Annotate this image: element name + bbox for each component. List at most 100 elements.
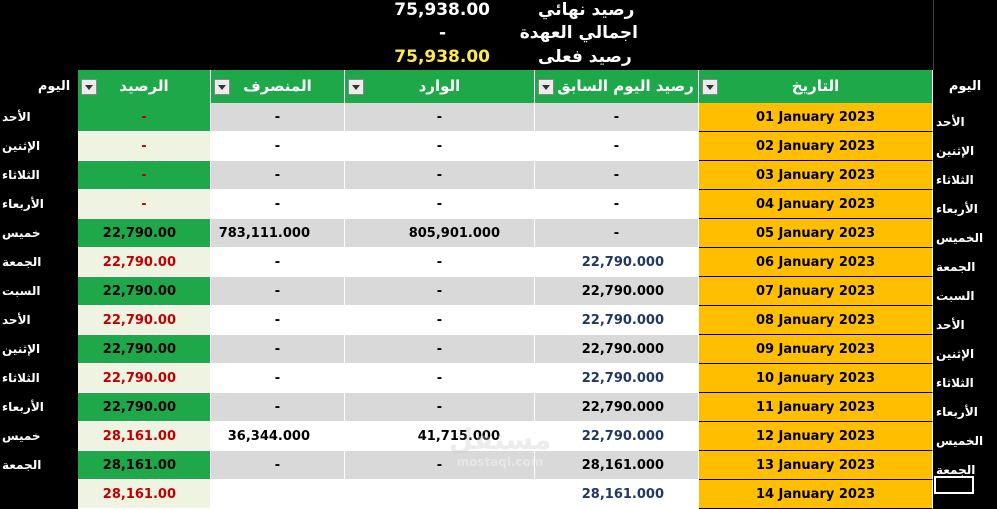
balance-cell[interactable]: 28,161.00 (78, 480, 211, 509)
date-cell[interactable]: 13 January 2023 (699, 451, 933, 480)
balance-cell[interactable]: 22,790.00 (78, 364, 211, 393)
prev-balance-cell[interactable]: 22,790.000 (535, 277, 699, 306)
balance-cell[interactable]: - (78, 132, 211, 161)
table-header-row: اليوم الرصيد المنصرف الوارد رصيد اليوم ا… (0, 70, 997, 103)
prev-balance-cell[interactable]: - (535, 132, 699, 161)
header-incoming-label: الوارد (418, 77, 461, 95)
incoming-cell[interactable]: - (345, 103, 535, 132)
day-name-right: الأحد (933, 306, 997, 335)
prev-balance-cell[interactable]: 22,790.000 (535, 306, 699, 335)
balance-cell[interactable]: - (78, 161, 211, 190)
expense-cell[interactable]: - (211, 248, 345, 277)
expense-cell[interactable]: - (211, 335, 345, 364)
incoming-cell[interactable]: - (345, 393, 535, 422)
date-cell[interactable]: 06 January 2023 (699, 248, 933, 277)
table-row: الثلاثاء 22,790.00- -22,790.000 10 January … (0, 364, 997, 393)
expense-cell[interactable]: - (211, 393, 345, 422)
incoming-cell[interactable]: - (345, 335, 535, 364)
date-cell[interactable]: 05 January 2023 (699, 219, 933, 248)
final-balance-label: رصيد نهائي (538, 0, 635, 20)
header-balance-label: الرصيد (119, 77, 169, 95)
prev-balance-cell[interactable]: - (535, 219, 699, 248)
prev-balance-cell[interactable]: 22,790.000 (535, 422, 699, 451)
date-cell[interactable]: 07 January 2023 (699, 277, 933, 306)
date-cell[interactable]: 14 January 2023 (699, 480, 933, 509)
date-cell[interactable]: 08 January 2023 (699, 306, 933, 335)
incoming-cell[interactable]: - (345, 451, 535, 480)
day-name-left: الإثنين (0, 335, 78, 364)
date-cell[interactable]: 01 January 2023 (699, 103, 933, 132)
expense-cell[interactable]: - (211, 451, 345, 480)
header-expense: المنصرف (211, 70, 345, 103)
header-expense-label: المنصرف (243, 77, 312, 95)
incoming-cell[interactable]: 41,715.000 (345, 422, 535, 451)
incoming-cell[interactable]: 805,901.000 (345, 219, 535, 248)
date-cell[interactable]: 11 January 2023 (699, 393, 933, 422)
incoming-cell[interactable]: - (345, 277, 535, 306)
header-day-left: اليوم (30, 70, 78, 103)
expense-cell[interactable]: - (211, 306, 345, 335)
day-name-right: الخميس (933, 219, 997, 248)
filter-dropdown-icon[interactable] (702, 79, 718, 95)
balance-cell[interactable]: 22,790.00 (78, 219, 211, 248)
table-row: الأحد - - - -01 January 2023 الأحد (0, 103, 997, 132)
expense-cell[interactable]: - (211, 103, 345, 132)
prev-balance-cell[interactable]: - (535, 103, 699, 132)
prev-balance-cell[interactable]: - (535, 161, 699, 190)
prev-balance-cell[interactable]: 22,790.000 (535, 393, 699, 422)
table-row: السبت 22,790.00- -22,790.000 07 January 202… (0, 277, 997, 306)
expense-cell[interactable]: 783,111.000 (211, 219, 345, 248)
date-cell[interactable]: 03 January 2023 (699, 161, 933, 190)
expense-cell[interactable]: - (211, 190, 345, 219)
date-cell[interactable]: 04 January 2023 (699, 190, 933, 219)
expense-cell[interactable] (211, 480, 345, 509)
balance-cell[interactable]: 22,790.00 (78, 306, 211, 335)
prev-balance-cell[interactable]: 28,161.000 (535, 451, 699, 480)
header-date-label: التاريخ (791, 77, 840, 95)
day-name-left: الأحد (0, 103, 78, 132)
expense-cell[interactable]: - (211, 161, 345, 190)
balance-cell[interactable]: 28,161.00 (78, 422, 211, 451)
filter-dropdown-icon[interactable] (81, 79, 97, 95)
filter-dropdown-icon[interactable] (214, 79, 230, 95)
prev-balance-cell[interactable]: 22,790.000 (535, 364, 699, 393)
expense-cell[interactable]: - (211, 277, 345, 306)
balance-cell[interactable]: 22,790.00 (78, 335, 211, 364)
date-cell[interactable]: 10 January 2023 (699, 364, 933, 393)
table-row: الجمعة 22,790.00- -22,790.000 06 January 20… (0, 248, 997, 277)
expense-cell[interactable]: 36,344.000 (211, 422, 345, 451)
date-cell[interactable]: 09 January 2023 (699, 335, 933, 364)
expense-cell[interactable]: - (211, 364, 345, 393)
filter-dropdown-icon[interactable] (348, 79, 364, 95)
day-name-right: الجمعة (933, 451, 997, 480)
filter-dropdown-icon[interactable] (538, 79, 554, 95)
prev-balance-cell[interactable]: 22,790.000 (535, 335, 699, 364)
balance-cell[interactable]: 22,790.00 (78, 393, 211, 422)
balance-cell[interactable]: 28,161.00 (78, 451, 211, 480)
incoming-cell[interactable]: - (345, 248, 535, 277)
incoming-cell[interactable]: - (345, 364, 535, 393)
day-name-left: الثلاثاء (0, 364, 78, 393)
balance-cell[interactable]: - (78, 103, 211, 132)
expense-cell[interactable]: - (211, 132, 345, 161)
day-name-right: الأربعاء (933, 190, 997, 219)
prev-balance-cell[interactable]: - (535, 190, 699, 219)
incoming-cell[interactable]: - (345, 132, 535, 161)
balance-cell[interactable]: - (78, 190, 211, 219)
date-cell[interactable]: 12 January 2023 (699, 422, 933, 451)
prev-balance-cell[interactable]: 22,790.000 (535, 248, 699, 277)
incoming-cell[interactable]: - (345, 306, 535, 335)
table-row: خميس 22,790.00 783,111.000 805,901.000-05 J… (0, 219, 997, 248)
day-name-left: الأربعاء (0, 393, 78, 422)
incoming-cell[interactable]: - (345, 161, 535, 190)
table-row: الإثنين - - - -02 January 2023 الإثنين (0, 132, 997, 161)
incoming-cell[interactable]: - (345, 190, 535, 219)
balance-cell[interactable]: 22,790.00 (78, 277, 211, 306)
header-incoming: الوارد (345, 70, 535, 103)
balance-cell[interactable]: 22,790.00 (78, 248, 211, 277)
date-cell[interactable]: 02 January 2023 (699, 132, 933, 161)
day-name-left: الإثنين (0, 132, 78, 161)
day-name-left: خميس (0, 219, 78, 248)
selection-box[interactable] (934, 476, 974, 494)
day-name-right: الخميس (933, 422, 997, 451)
